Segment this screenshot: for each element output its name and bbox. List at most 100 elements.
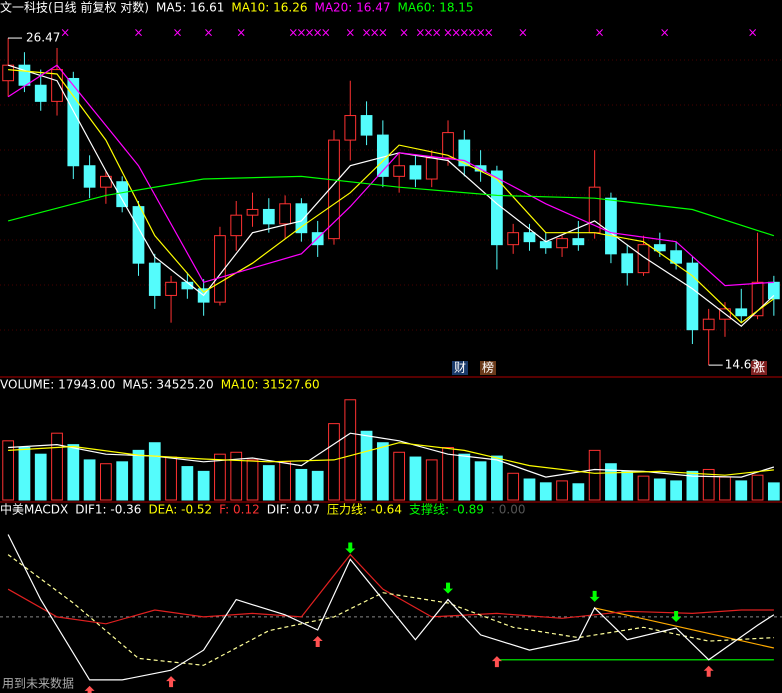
candle-body (83, 165, 96, 188)
candle-body (491, 170, 503, 246)
legend-item: MA5: 16.61 (156, 1, 224, 15)
top-marker: × (432, 26, 442, 40)
volume-bar (670, 480, 682, 501)
candle-body (767, 281, 780, 300)
volume-ma-line (8, 442, 774, 476)
top-marker: × (173, 26, 183, 40)
top-marker: × (595, 26, 605, 40)
legend-item: 中美MACDX (0, 502, 68, 517)
volume-bar (491, 455, 503, 501)
candle-body (230, 214, 243, 237)
candle-body (637, 244, 650, 274)
badge-bg (452, 361, 468, 375)
badge-bg (480, 361, 496, 375)
volume-bar (214, 453, 226, 501)
top-marker: × (305, 26, 315, 40)
legend-item: MA10: 31527.60 (221, 378, 320, 392)
legend-item: : 0.00 (491, 503, 526, 517)
volume-bar (67, 444, 80, 501)
volume-bar (653, 478, 666, 501)
volume-bar (409, 456, 422, 501)
volume-bar (83, 459, 96, 501)
candle-body (18, 64, 31, 86)
volume-bar (474, 461, 487, 501)
candle-body (425, 157, 438, 180)
candle-body (279, 203, 291, 225)
volume-bar (376, 442, 389, 501)
top-marker: × (459, 26, 469, 40)
legend-item: 压力线: -0.64 (327, 503, 402, 517)
volume-bar (295, 468, 308, 501)
top-marker: × (443, 26, 453, 40)
top-marker: × (133, 26, 143, 40)
volume-bar (539, 482, 552, 501)
sell-arrow (443, 582, 454, 594)
candle-body (148, 262, 161, 296)
volume-bar (2, 440, 15, 501)
candle-body (100, 175, 112, 188)
top-marker: × (748, 26, 758, 40)
volume-bar (262, 465, 275, 501)
volume-bar (767, 482, 780, 501)
volume-bar (507, 472, 520, 501)
candle-body (523, 232, 536, 243)
candle-body (67, 77, 80, 167)
candle-body (295, 203, 308, 234)
volume-bar (100, 463, 112, 501)
badge: 榜 (482, 360, 494, 375)
buy-arrow (312, 636, 323, 648)
volume-bar (686, 470, 699, 501)
volume-bar (181, 466, 194, 501)
volume-bar (360, 430, 373, 501)
volume-bar (51, 432, 63, 501)
buy-arrow (84, 685, 95, 693)
top-marker: × (60, 26, 70, 40)
candle-body (507, 232, 520, 246)
top-marker: × (467, 26, 477, 40)
candle-body (360, 115, 373, 136)
volume-bar (279, 461, 291, 501)
legend-item: MA5: 34525.20 (122, 378, 213, 392)
volume-bar (425, 459, 438, 501)
candle-body (556, 238, 568, 249)
candle-body (262, 208, 275, 225)
high-label: 26.47 (26, 31, 60, 45)
top-marker: × (484, 26, 494, 40)
footer-note: 用到未来数据 (2, 676, 74, 691)
top-marker: × (415, 26, 425, 40)
top-marker: × (288, 26, 298, 40)
top-marker: × (313, 26, 323, 40)
candle-body (214, 235, 226, 303)
top-marker: × (399, 26, 409, 40)
macd-line (7, 553, 774, 625)
candle-body (393, 165, 406, 177)
top-marker: × (362, 26, 372, 40)
top-marker: × (660, 26, 670, 40)
candle-body (409, 165, 422, 180)
volume-bar (719, 476, 731, 501)
top-marker: × (321, 26, 331, 40)
volume-bar (458, 453, 471, 501)
top-marker: × (370, 26, 380, 40)
volume-bar (230, 451, 243, 501)
legend-item: MA60: 18.15 (398, 1, 474, 15)
volume-bar (18, 447, 31, 501)
volume-bar (572, 483, 585, 501)
candle-body (246, 208, 259, 216)
candle-body (132, 206, 145, 264)
buy-arrow (491, 656, 502, 668)
volume-bar (637, 475, 650, 501)
candle-body (442, 132, 454, 159)
volume-bar (116, 461, 129, 501)
ma-line (7, 64, 774, 287)
top-marker: × (296, 26, 306, 40)
volume-bar (246, 459, 259, 501)
top-marker: × (345, 26, 355, 40)
candle-body (686, 262, 699, 331)
volume-bar (556, 480, 568, 501)
candle-body (702, 318, 715, 331)
volume-bar (442, 447, 454, 501)
pressure-line (594, 607, 775, 649)
candle-body (621, 253, 634, 274)
